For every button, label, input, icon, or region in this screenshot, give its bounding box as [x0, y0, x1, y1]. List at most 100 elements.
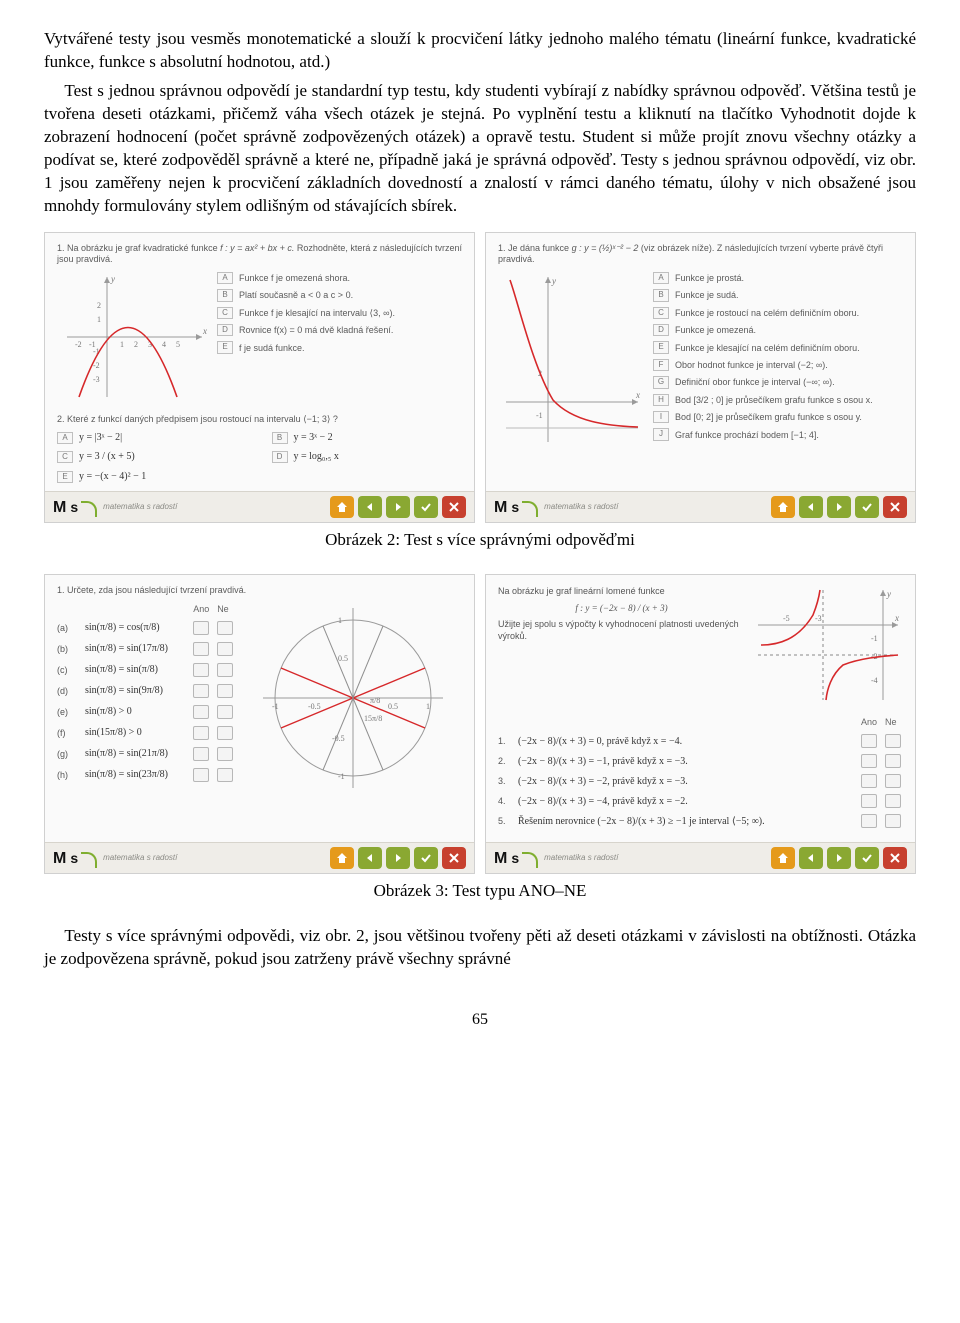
svg-text:-2: -2	[75, 340, 82, 349]
close-button[interactable]	[442, 496, 466, 518]
paragraph-1: Vytvářené testy jsou vesměs monotematick…	[44, 28, 916, 74]
no-checkbox[interactable]	[217, 726, 233, 740]
no-checkbox[interactable]	[217, 705, 233, 719]
opt-key[interactable]: D	[217, 324, 233, 336]
opt-key[interactable]: E	[57, 471, 73, 483]
svg-text:2: 2	[97, 301, 101, 310]
opt-key[interactable]: D	[653, 324, 669, 336]
home-button[interactable]	[330, 496, 354, 518]
brand-logo: Ms matematika s radostí	[53, 848, 177, 870]
yes-checkbox[interactable]	[861, 734, 877, 748]
prev-button[interactable]	[358, 847, 382, 869]
opt-key[interactable]: A	[653, 272, 669, 284]
ok-button[interactable]	[414, 847, 438, 869]
fig3l-rows: (a)sin(π/8) = cos(π/8) (b)sin(π/8) = sin…	[57, 621, 235, 782]
opt-key[interactable]: G	[653, 376, 669, 388]
yes-checkbox[interactable]	[193, 747, 209, 761]
svg-text:-1: -1	[871, 634, 878, 643]
svg-text:y: y	[110, 274, 115, 284]
opt-key[interactable]: C	[217, 307, 233, 319]
no-checkbox[interactable]	[885, 794, 901, 808]
home-button[interactable]	[771, 847, 795, 869]
col-yes: Ano	[193, 603, 211, 615]
svg-text:-1: -1	[536, 411, 543, 420]
yes-checkbox[interactable]	[193, 768, 209, 782]
opt-key[interactable]: B	[272, 432, 288, 444]
col-no: Ne	[885, 716, 903, 728]
yes-checkbox[interactable]	[193, 684, 209, 698]
svg-text:x: x	[202, 326, 207, 336]
yes-checkbox[interactable]	[193, 642, 209, 656]
svg-text:-3: -3	[815, 614, 822, 623]
svg-text:2: 2	[134, 340, 138, 349]
yes-checkbox[interactable]	[193, 726, 209, 740]
opt-key[interactable]: A	[217, 272, 233, 284]
ok-button[interactable]	[414, 496, 438, 518]
parabola-chart: x y -2-1 12 345 12 -1-2-3	[57, 272, 207, 409]
svg-text:5: 5	[176, 340, 180, 349]
no-checkbox[interactable]	[217, 621, 233, 635]
prev-button[interactable]	[799, 496, 823, 518]
yes-checkbox[interactable]	[861, 814, 877, 828]
opt-key[interactable]: E	[217, 341, 233, 353]
prev-button[interactable]	[358, 496, 382, 518]
next-button[interactable]	[827, 496, 851, 518]
opt-key[interactable]: B	[653, 289, 669, 301]
no-checkbox[interactable]	[885, 774, 901, 788]
svg-text:0.5: 0.5	[338, 654, 348, 663]
fig2l-q2-opts: Ay = |3ˣ − 2| By = 3ˣ − 2 Cy = 3 / (x + …	[57, 431, 462, 484]
fig2r-q1-head: 1. Je dána funkce g : y = (½)ˣ⁻² − 2 (vi…	[498, 243, 903, 266]
paragraph-2: Test s jednou správnou odpovědí je stand…	[44, 80, 916, 218]
panel-footer: Ms matematika s radostí	[486, 842, 915, 873]
yes-checkbox[interactable]	[193, 621, 209, 635]
svg-text:π/8: π/8	[370, 696, 380, 705]
unit-circle-chart: -1-0.5 0.51 10.5 -0.5-1	[243, 603, 462, 793]
no-checkbox[interactable]	[217, 747, 233, 761]
no-checkbox[interactable]	[885, 814, 901, 828]
fig3l-head: 1. Určete, zda jsou následující tvrzení …	[57, 585, 462, 597]
opt-key[interactable]: B	[217, 289, 233, 301]
opt-key[interactable]: H	[653, 394, 669, 406]
no-checkbox[interactable]	[217, 663, 233, 677]
no-checkbox[interactable]	[217, 684, 233, 698]
opt-key[interactable]: A	[57, 432, 73, 444]
opt-key[interactable]: F	[653, 359, 669, 371]
fig2l-q1-opts: AFunkce f je omezená shora. BPlatí souča…	[217, 272, 462, 409]
svg-text:-0.5: -0.5	[332, 734, 345, 743]
yes-checkbox[interactable]	[193, 663, 209, 677]
next-button[interactable]	[827, 847, 851, 869]
fig2-left-panel: 1. Na obrázku je graf kvadratické funkce…	[44, 232, 475, 524]
opt-key[interactable]: C	[653, 307, 669, 319]
no-checkbox[interactable]	[885, 754, 901, 768]
svg-text:4: 4	[162, 340, 166, 349]
opt-key[interactable]: I	[653, 411, 669, 423]
svg-text:x: x	[635, 390, 640, 400]
close-button[interactable]	[442, 847, 466, 869]
opt-key[interactable]: C	[57, 451, 73, 463]
prev-button[interactable]	[799, 847, 823, 869]
brand-logo: Ms matematika s radostí	[494, 848, 618, 870]
opt-key[interactable]: E	[653, 341, 669, 353]
yes-checkbox[interactable]	[861, 774, 877, 788]
ok-button[interactable]	[855, 847, 879, 869]
brand-logo: Ms matematika s radostí	[53, 497, 177, 519]
yes-checkbox[interactable]	[861, 754, 877, 768]
no-checkbox[interactable]	[217, 642, 233, 656]
next-button[interactable]	[386, 847, 410, 869]
opt-key[interactable]: D	[272, 451, 288, 463]
yes-checkbox[interactable]	[861, 794, 877, 808]
home-button[interactable]	[330, 847, 354, 869]
home-button[interactable]	[771, 496, 795, 518]
fig3r-fn: f : y = (−2x − 8) / (x + 3)	[498, 602, 745, 614]
no-checkbox[interactable]	[885, 734, 901, 748]
figure-2: 1. Na obrázku je graf kvadratické funkce…	[44, 232, 916, 524]
close-button[interactable]	[883, 847, 907, 869]
next-button[interactable]	[386, 496, 410, 518]
fig2r-opts: AFunkce je prostá. BFunkce je sudá. CFun…	[653, 272, 903, 454]
ok-button[interactable]	[855, 496, 879, 518]
no-checkbox[interactable]	[217, 768, 233, 782]
yes-checkbox[interactable]	[193, 705, 209, 719]
close-button[interactable]	[883, 496, 907, 518]
svg-text:y: y	[551, 276, 556, 286]
opt-key[interactable]: J	[653, 428, 669, 440]
